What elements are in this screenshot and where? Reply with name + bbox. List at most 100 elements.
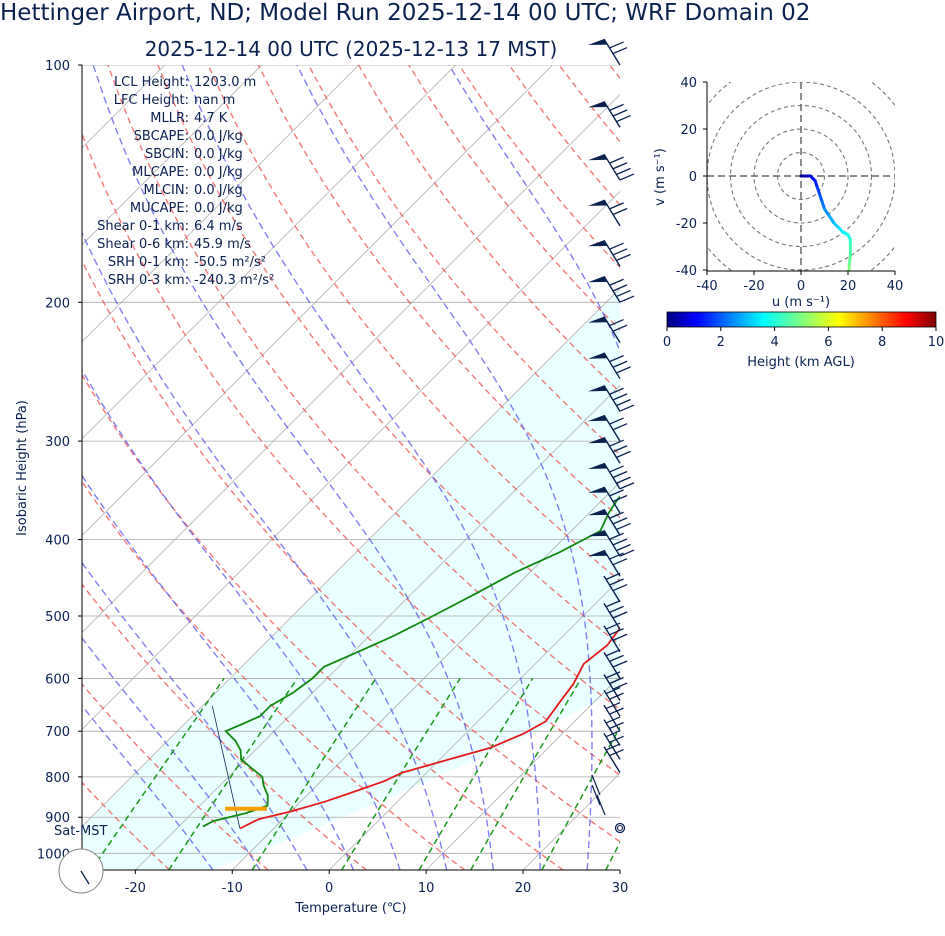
wind-barb	[588, 529, 635, 557]
stat-value: 0.0 J/kg	[194, 147, 243, 162]
chart-subtitle: 2025-12-14 00 UTC (2025-12-13 17 MST)	[144, 37, 558, 61]
colorbar-tick-label: 8	[878, 335, 886, 350]
mixing-ratio-line	[541, 725, 620, 870]
dry-adiabat	[307, 65, 620, 456]
wind-barb	[588, 508, 631, 536]
moist-adiabat	[181, 65, 541, 870]
colorbar-tick-label: 4	[770, 335, 778, 350]
wind-barb	[588, 239, 631, 267]
dry-adiabat	[82, 583, 367, 870]
isotherm-line	[0, 65, 68, 870]
wind-barb	[588, 199, 628, 227]
dry-adiabat	[911, 65, 945, 870]
station-label: Sat-MST	[54, 824, 107, 839]
wind-barb	[588, 384, 635, 412]
dry-adiabat	[157, 65, 620, 646]
stat-label: MUCAPE:	[130, 201, 189, 216]
mixing-ratio-line	[470, 678, 582, 870]
y-tick-label: 100	[45, 59, 70, 74]
moist-adiabat	[82, 704, 214, 870]
colorbar-tick-label: 6	[824, 335, 832, 350]
dry-adiabat	[82, 683, 269, 870]
stat-label: LCL Height:	[114, 75, 189, 90]
y-tick-label: 500	[45, 610, 70, 625]
wind-barb	[588, 549, 628, 577]
isotherm-line	[135, 384, 620, 870]
mixing-ratio-line	[168, 677, 298, 870]
stat-value: 0.0 J/kg	[194, 165, 243, 180]
colorbar	[666, 311, 937, 328]
mixing-ratio-line	[90, 677, 225, 870]
wind-barb	[603, 730, 624, 760]
hodograph-y-tick-label: -40	[676, 264, 697, 279]
mixing-ratio-line	[418, 678, 534, 870]
hodograph-x-tick-label: -20	[743, 279, 764, 294]
wind-barb	[588, 486, 628, 514]
moist-adiabat	[296, 65, 593, 870]
dry-adiabat	[0, 65, 72, 870]
hodograph-y-label: v (m s⁻¹)	[653, 148, 668, 206]
hodograph-y-tick-label: 40	[680, 76, 697, 91]
wind-barb	[603, 600, 628, 630]
calm-circle	[616, 824, 624, 832]
hodograph-x-tick-label: 40	[887, 279, 904, 294]
stat-value: 0.0 J/kg	[194, 183, 243, 198]
wind-barb	[588, 436, 631, 464]
isotherm-line	[82, 93, 620, 634]
colorbar-tick-label: 2	[717, 335, 725, 350]
moist-adiabat	[92, 65, 494, 870]
dewpoint-profile	[202, 495, 620, 828]
wind-barb	[603, 671, 628, 701]
moist-adiabat	[82, 474, 355, 870]
moist-adiabat	[82, 561, 308, 870]
y-tick-label: 900	[45, 811, 70, 826]
stat-value: -50.5 m²/s²	[194, 255, 266, 270]
hodograph-x-tick-label: 0	[797, 279, 805, 294]
dry-adiabat	[710, 65, 945, 870]
stat-value: 4.7 K	[194, 111, 228, 126]
stat-value: nan m	[194, 93, 235, 108]
hodograph-x-label: u (m s⁻¹)	[772, 295, 830, 310]
stat-value: 0.0 J/kg	[194, 129, 243, 144]
x-tick-label: 10	[418, 881, 435, 896]
hodograph-x-tick-label: 20	[840, 279, 857, 294]
wind-barb	[588, 352, 631, 380]
wind-barb	[596, 794, 606, 816]
wind-barb	[591, 784, 601, 806]
isotherm-line	[82, 65, 456, 440]
wind-barb	[603, 743, 624, 773]
hodograph-x-tick-label: -40	[696, 279, 717, 294]
wind-compass	[58, 848, 104, 894]
wind-barb	[603, 686, 624, 717]
wind-barb	[588, 414, 628, 442]
temperature-profile	[239, 626, 620, 830]
wind-barb	[588, 153, 635, 181]
dry-adiabat	[82, 259, 620, 843]
moist-adiabat	[82, 231, 448, 870]
dry-adiabat	[82, 373, 564, 870]
isotherm-line	[82, 65, 553, 537]
calm-circle	[614, 822, 626, 834]
dry-adiabat	[860, 65, 945, 870]
moist-adiabat	[82, 636, 261, 870]
hodograph	[707, 82, 895, 271]
mixing-ratio-line	[251, 677, 377, 870]
dry-adiabat	[82, 480, 466, 870]
stat-value: 45.9 m/s	[194, 237, 251, 252]
stat-label: SRH 0-1 km:	[108, 255, 189, 270]
isotherm-line	[82, 287, 620, 827]
stat-label: Shear 0-6 km:	[97, 237, 189, 252]
hodograph-y-tick-label: 20	[680, 123, 697, 138]
y-tick-label: 600	[45, 672, 70, 687]
stat-value: 6.4 m/s	[194, 219, 243, 234]
wind-barb	[603, 572, 628, 603]
stat-label: SBCAPE:	[134, 129, 189, 144]
x-tick-label: -20	[125, 881, 146, 896]
stat-value: 0.0 J/kg	[194, 201, 243, 216]
mixing-ratio-line	[605, 840, 620, 870]
wind-barb	[588, 462, 635, 490]
isotherm-line	[717, 65, 945, 870]
y-tick-label: 400	[45, 534, 70, 549]
dry-adiabat	[82, 132, 620, 777]
